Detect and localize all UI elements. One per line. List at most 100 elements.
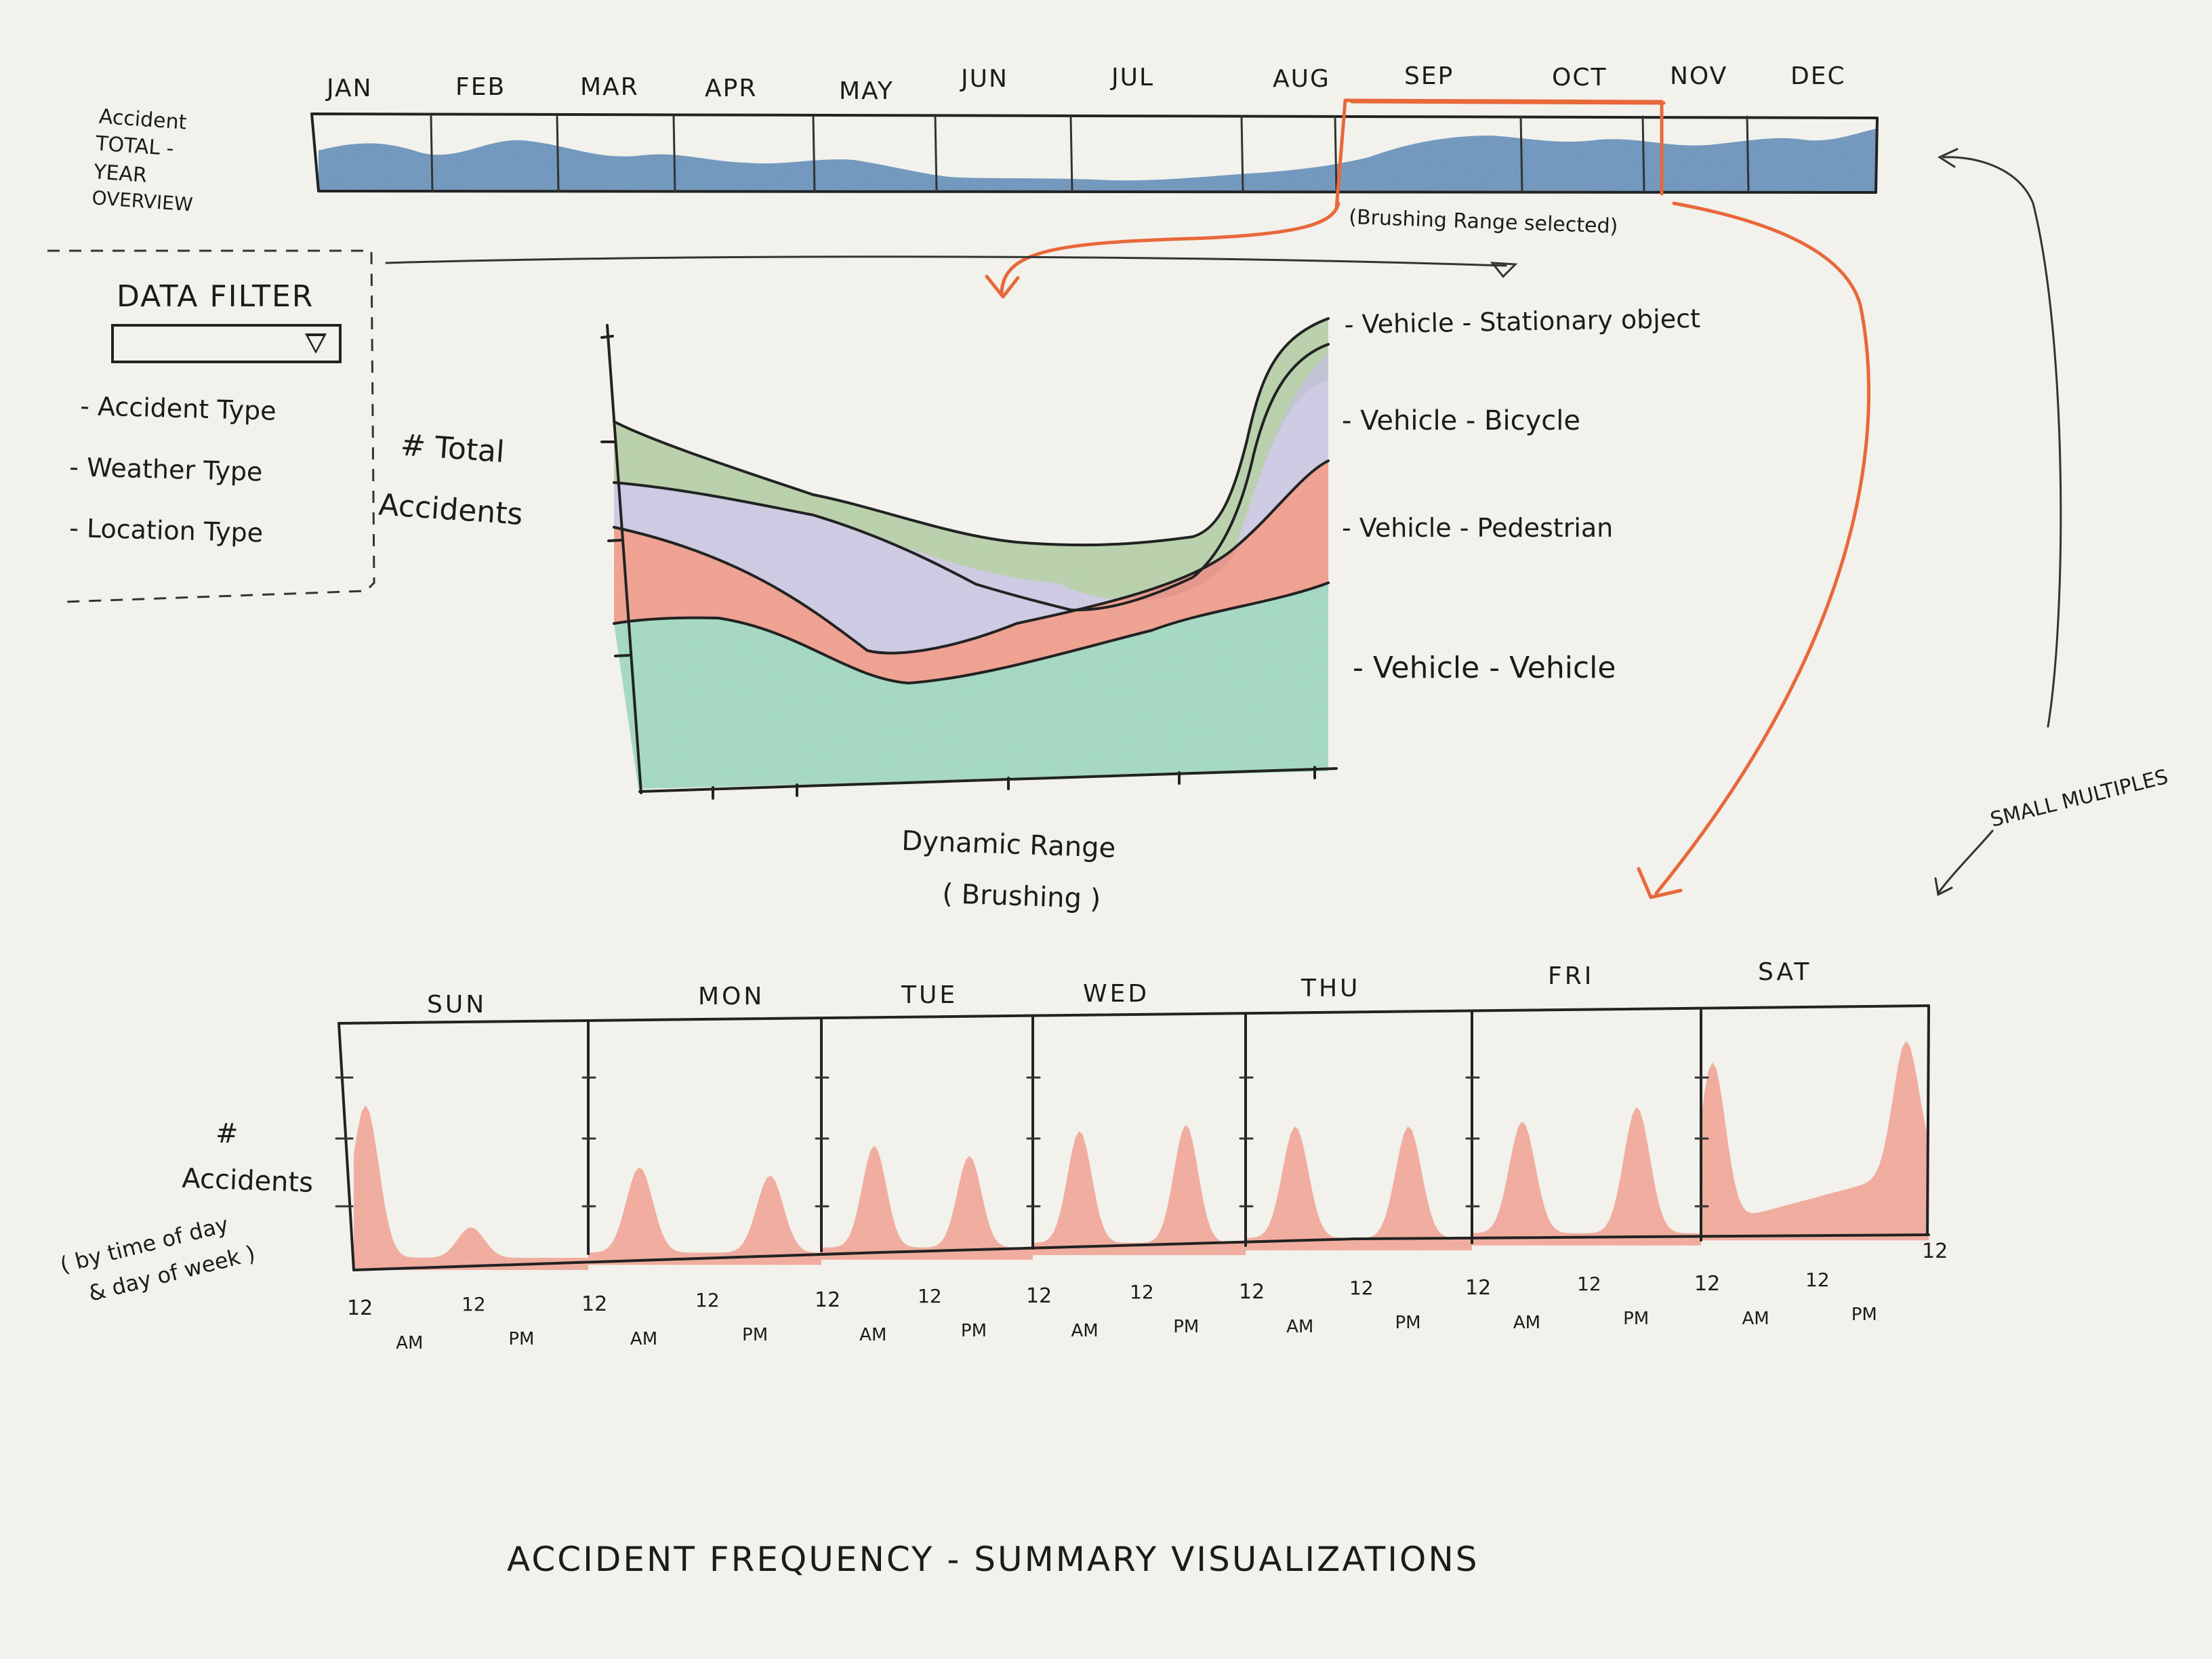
tick-12: 12 [1694, 1272, 1720, 1296]
tick-12: 12 [1922, 1240, 1948, 1263]
sm-tick-labels: 12 12 AM PM 12 12 AM PM 12 12 AM PM 12 12 AM PM 12 12 AM PM… [347, 1240, 1948, 1353]
sm-frame-top [337, 1004, 1930, 1025]
main-chart[interactable] [600, 317, 1338, 800]
filter-option-accident-type[interactable]: - Accident Type [80, 391, 276, 426]
tick-am: AM [1071, 1321, 1099, 1341]
tick-12: 12 [1805, 1269, 1830, 1291]
tick-12: 12 [1026, 1284, 1052, 1308]
tick-12: 12 [581, 1292, 607, 1316]
tick-12: 12 [695, 1289, 720, 1311]
month-label-feb: FEB [455, 73, 506, 101]
main-y-label: # Total Accidents [377, 428, 524, 532]
area-vehicle-vehicle [614, 583, 1328, 789]
overview-label-line: OVERVIEW [91, 186, 194, 216]
day-fill-mon [588, 1167, 821, 1265]
filter-option-weather-type[interactable]: - Weather Type [69, 452, 263, 487]
small-multiples-arrow-up [1942, 156, 2062, 728]
brush-arrow-to-main [1000, 201, 1340, 295]
day-label-sun: SUN [427, 991, 487, 1019]
month-divider [1746, 115, 1750, 192]
tick-pm: PM [1623, 1309, 1649, 1329]
brush-top-edge [1350, 100, 1666, 105]
month-divider [672, 115, 676, 192]
month-divider [812, 115, 816, 192]
tick-12: 12 [1465, 1276, 1491, 1300]
tick-12: 12 [815, 1288, 840, 1312]
line-stationary-top [613, 317, 1330, 547]
month-divider [1519, 115, 1523, 192]
sm-frame-right [1926, 1004, 1930, 1236]
brush-arrow-head-main [985, 274, 1020, 299]
month-divider [1641, 115, 1645, 192]
month-divider [430, 115, 434, 192]
month-divider [1334, 115, 1338, 192]
overview-arrow-head [1490, 262, 1518, 279]
tick-am: AM [859, 1325, 886, 1345]
sm-baseline [352, 1233, 1930, 1271]
overview-label: Accident TOTAL - YEAR OVERVIEW [91, 105, 194, 216]
brush-arrow-head-multiples [1637, 867, 1683, 899]
legend-vehicle-pedestrian: - Vehicle - Pedestrian [1342, 513, 1613, 543]
month-divider [1240, 115, 1244, 192]
month-label-sep: SEP [1404, 62, 1454, 90]
tick-12: 12 [347, 1296, 373, 1320]
month-label-apr: APR [705, 75, 757, 102]
sm-day-labels: SUN MON TUE WED THU FRI SAT [427, 958, 1811, 1019]
tick-pm: PM [961, 1321, 987, 1341]
tick-am: AM [396, 1333, 423, 1353]
small-multiples-arrow-up-head [1937, 148, 1959, 168]
month-label-dec: DEC [1790, 62, 1846, 90]
day-label-mon: MON [698, 983, 764, 1010]
legend-vehicle-vehicle: - Vehicle - Vehicle [1353, 651, 1616, 685]
small-multiples-arrow-down [1937, 830, 1994, 895]
main-y-ticks [600, 335, 630, 657]
filter-option-location-type[interactable]: - Location Type [69, 513, 264, 548]
line-bicycle-top [613, 343, 1330, 612]
filter-title: DATA FILTER [117, 279, 314, 314]
day-label-sat: SAT [1758, 958, 1811, 986]
overview-label-line: Accident [98, 105, 188, 135]
line-pedestrian-top [613, 459, 1330, 655]
legend-vehicle-bicycle: - Vehicle - Bicycle [1342, 405, 1580, 436]
tick-pm: PM [508, 1329, 534, 1349]
overview-label-line: YEAR [92, 160, 148, 187]
main-x-axis [638, 767, 1338, 793]
overview-frame [310, 112, 1879, 194]
month-label-jul: JUL [1110, 64, 1154, 91]
month-label-aug: AUG [1273, 65, 1330, 93]
tick-am: AM [1286, 1317, 1313, 1337]
day-label-thu: THU [1300, 975, 1360, 1002]
month-label-mar: MAR [580, 73, 639, 101]
month-divider [556, 115, 560, 192]
tick-12: 12 [1130, 1281, 1154, 1303]
month-label-may: MAY [839, 77, 894, 105]
tick-am: AM [1742, 1309, 1769, 1329]
sm-frame-left [337, 1022, 355, 1271]
area-vehicle-stationary-object [614, 319, 1328, 601]
main-y-axis [606, 324, 642, 794]
sm-fills [354, 1041, 1929, 1270]
brush-note: (Brushing Range selected) [1349, 205, 1618, 239]
filter-panel-border [47, 249, 375, 603]
legend-vehicle-stationary-object: - Vehicle - Stationary object [1344, 304, 1700, 340]
overview-area [319, 129, 1876, 191]
small-multiples-label: SMALL MULTIPLES [1988, 765, 2170, 832]
area-vehicle-bicycle [614, 352, 1328, 653]
overview-timeline[interactable] [310, 98, 1879, 211]
data-filter-select[interactable] [111, 324, 342, 363]
day-fill-tue [821, 1145, 1033, 1260]
month-label-jun: JUN [960, 65, 1008, 93]
sm-ylabel-line: Accidents [182, 1163, 314, 1199]
month-label-nov: NOV [1670, 62, 1727, 90]
day-fill-fri [1472, 1107, 1701, 1246]
area-vehicle-pedestrian [614, 461, 1328, 683]
month-labels: JAN FEB MAR APR MAY JUN JUL AUG SEP OCT NOV DEC [325, 62, 1846, 105]
sm-ylabel-line: # [216, 1118, 239, 1149]
day-fill-sun [354, 1105, 588, 1270]
main-legend: - Vehicle - Stationary object - Vehicle … [1342, 304, 1700, 685]
main-y-label-line: Accidents [377, 487, 524, 532]
day-label-wed: WED [1083, 980, 1149, 1008]
overview-arrow-right [385, 255, 1507, 267]
